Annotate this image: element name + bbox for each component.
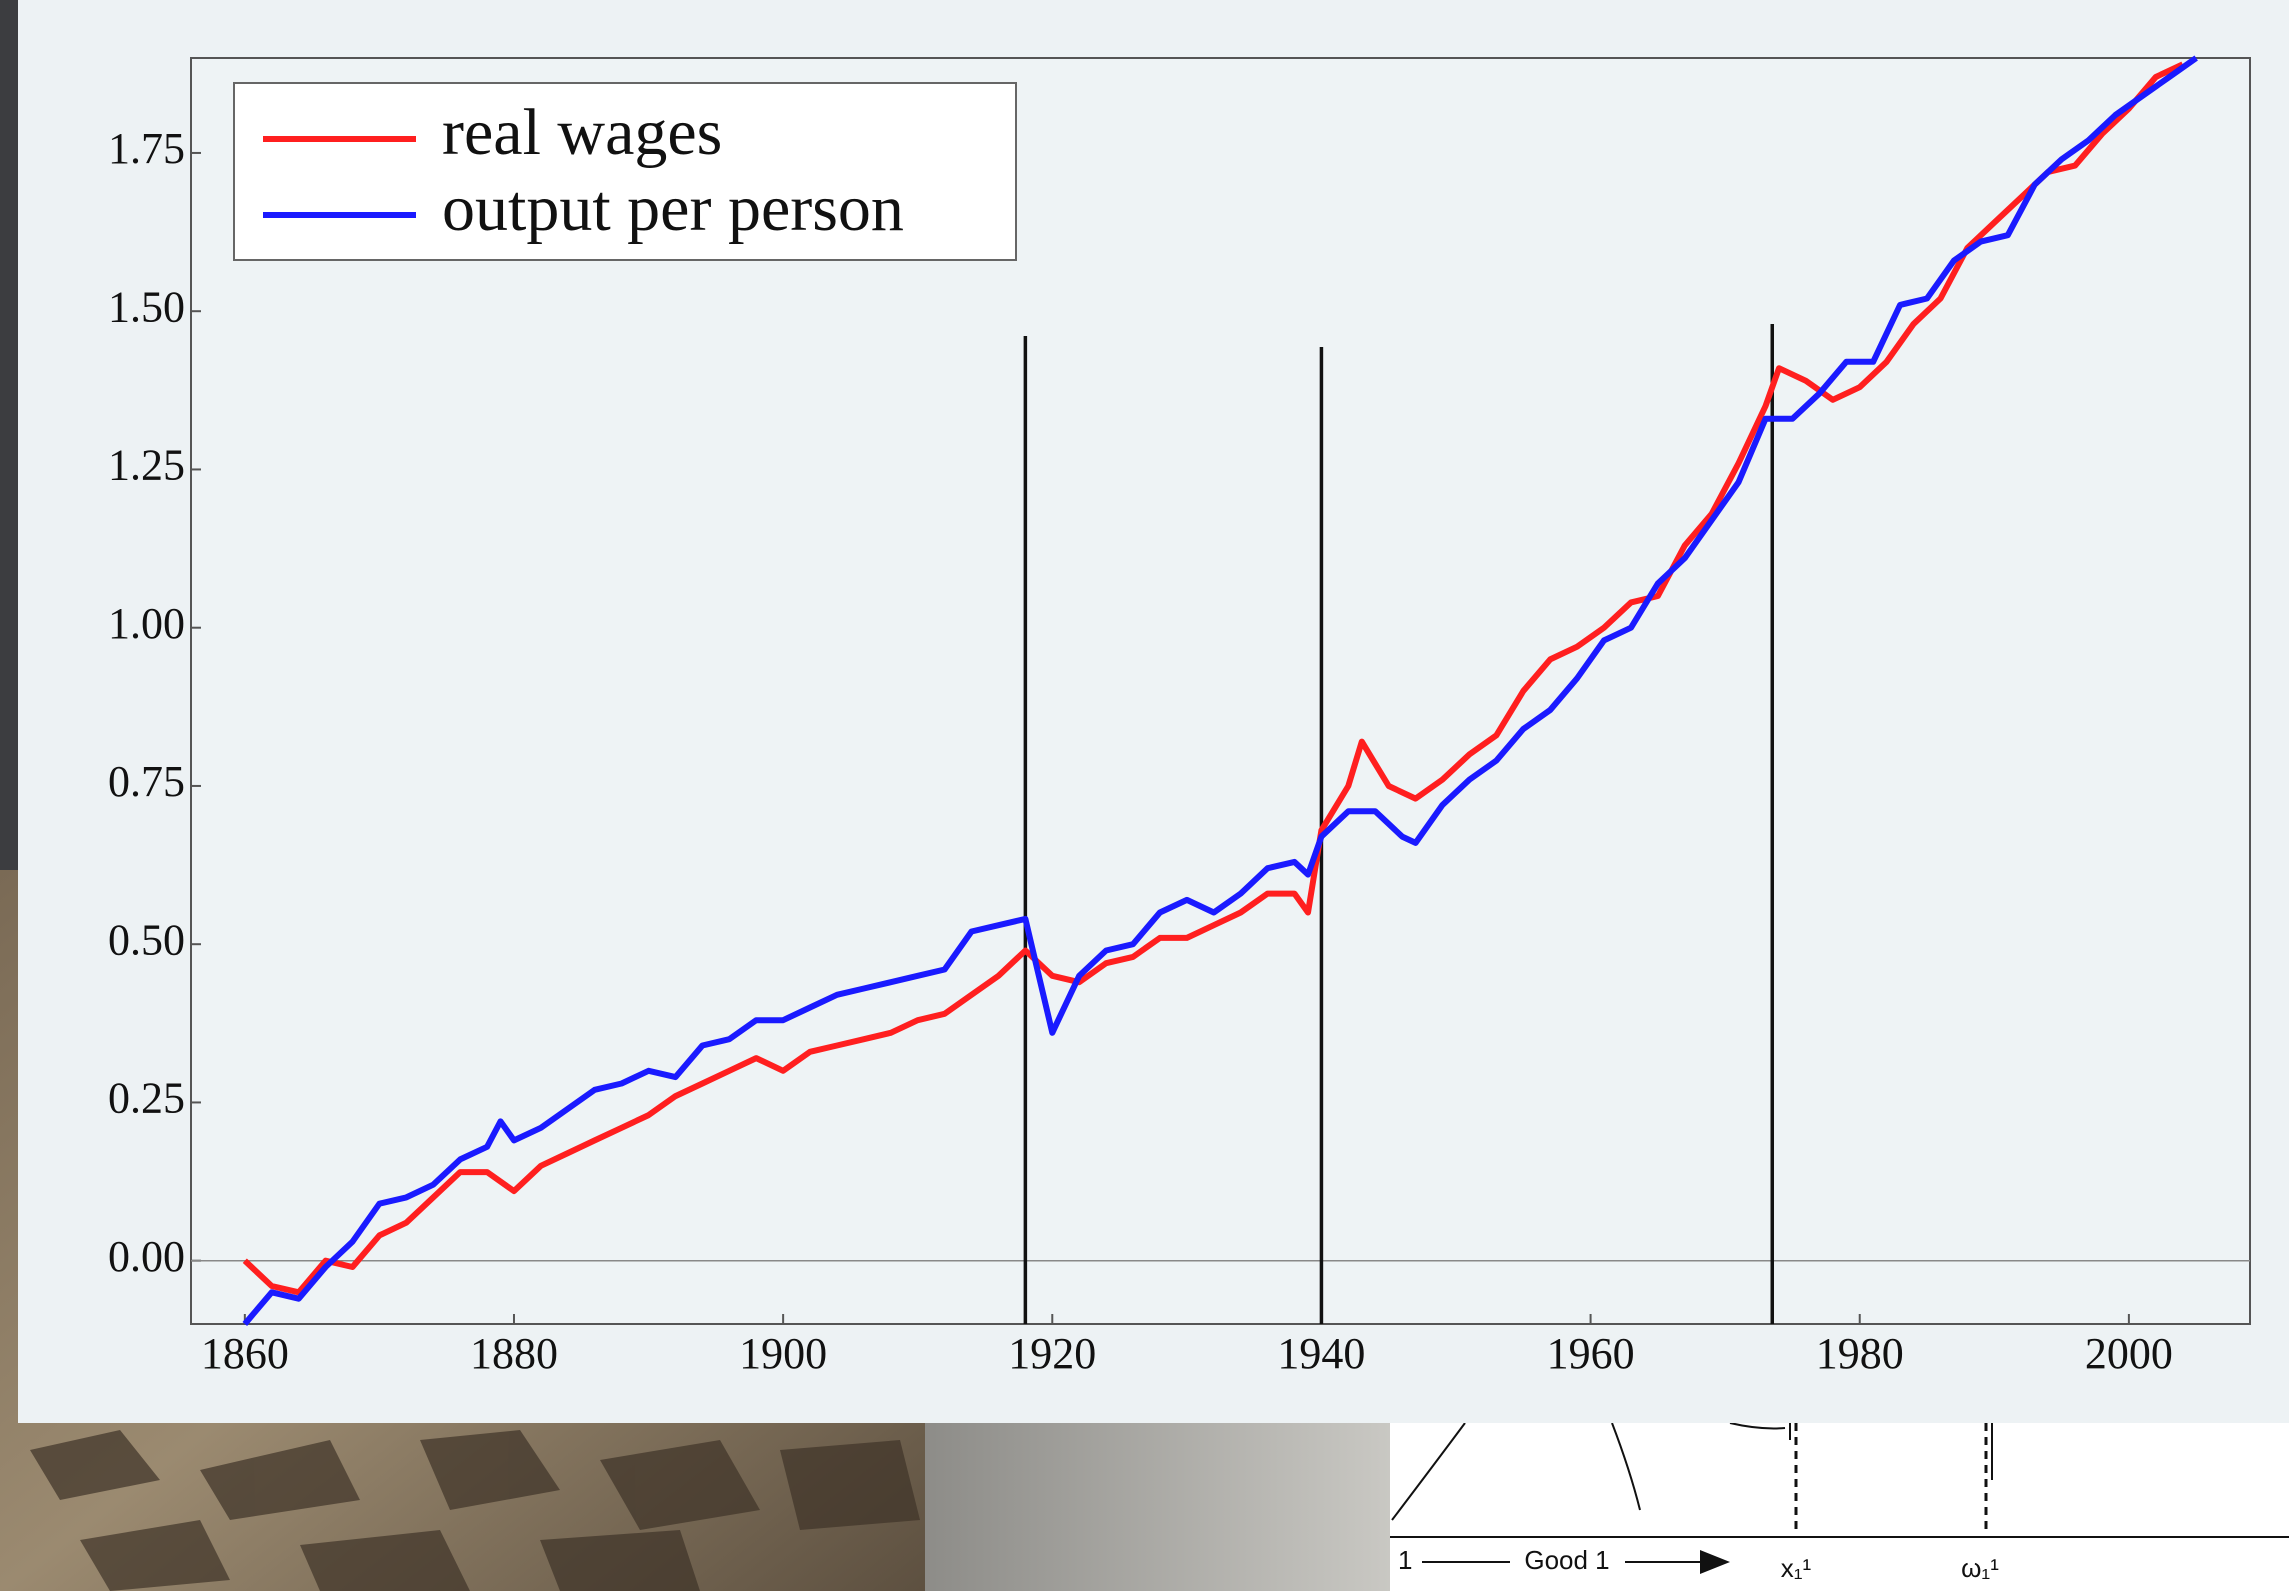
legend-label: output per person bbox=[442, 172, 904, 245]
y-tick-label: 0.00 bbox=[108, 1232, 185, 1281]
screen: 1 Good 1 x₁¹ ω₁¹ 0.00 0.25 0.50 0.75 1.00 1.2… bbox=[0, 0, 2289, 1591]
legend-label: real wages bbox=[442, 96, 722, 169]
diagram-x-label: x₁¹ bbox=[1781, 1553, 1812, 1583]
diagram-good-label: Good 1 bbox=[1524, 1545, 1609, 1575]
y-tick-label: 1.75 bbox=[108, 124, 185, 173]
x-tick-label: 1920 bbox=[1008, 1329, 1096, 1378]
x-tick-label: 1880 bbox=[470, 1329, 558, 1378]
x-tick-label: 1960 bbox=[1547, 1329, 1635, 1378]
diagram-axis-label: 1 bbox=[1398, 1545, 1412, 1575]
page: 1 Good 1 x₁¹ ω₁¹ 0.00 0.25 0.50 0.75 1.00 1.2… bbox=[0, 0, 2289, 1591]
x-tick-label: 1980 bbox=[1816, 1329, 1904, 1378]
diagram-omega-label: ω₁¹ bbox=[1961, 1553, 1999, 1583]
x-tick-label: 2000 bbox=[2085, 1329, 2173, 1378]
y-tick-label: 0.75 bbox=[108, 757, 185, 806]
y-tick-label: 0.25 bbox=[108, 1074, 185, 1123]
x-tick-label: 1940 bbox=[1277, 1329, 1365, 1378]
y-tick-label: 1.00 bbox=[108, 599, 185, 648]
y-tick-label: 1.25 bbox=[108, 441, 185, 490]
x-tick-label: 1860 bbox=[201, 1329, 289, 1378]
y-tick-label: 0.50 bbox=[108, 915, 185, 964]
grey-photo bbox=[925, 1423, 1390, 1591]
x-tick-label: 1900 bbox=[739, 1329, 827, 1378]
y-tick-label: 1.50 bbox=[108, 282, 185, 331]
